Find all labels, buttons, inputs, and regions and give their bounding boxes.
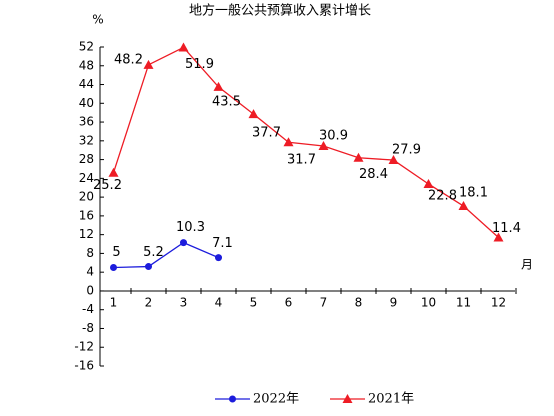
y-tick-label: 28	[79, 152, 94, 166]
y-tick-label: 44	[79, 77, 94, 91]
data-label: 7.1	[212, 236, 233, 251]
data-label: 10.3	[176, 220, 205, 235]
y-tick-label: -4	[82, 302, 94, 316]
y-tick-label: 0	[86, 283, 94, 297]
x-tick-label: 4	[215, 295, 223, 309]
data-label: 22.8	[428, 188, 457, 203]
x-tick-label: 3	[180, 295, 188, 309]
marker	[143, 59, 154, 69]
y-tick-label: -16	[74, 359, 94, 373]
marker	[342, 394, 353, 403]
data-label: 27.9	[392, 143, 421, 158]
marker	[108, 167, 119, 177]
data-label: 5	[112, 245, 120, 260]
marker	[458, 201, 469, 211]
y-tick-label: 20	[79, 190, 94, 204]
y-tick-label: -12	[74, 340, 94, 354]
marker	[283, 137, 294, 147]
x-tick-label: 10	[421, 295, 436, 309]
data-label: 28.4	[359, 167, 388, 182]
x-tick-label: 12	[491, 295, 506, 309]
x-tick-label: 7	[320, 295, 328, 309]
data-label: 11.4	[492, 221, 521, 236]
chart-title: 地方一般公共预算收入累计增长	[189, 3, 371, 19]
y-tick-label: 16	[79, 208, 94, 222]
y-tick-label: 4	[86, 265, 94, 279]
marker	[180, 239, 187, 247]
marker	[213, 81, 224, 91]
marker	[388, 155, 399, 165]
marker	[353, 152, 364, 162]
y-tick-label: 12	[79, 227, 94, 241]
x-axis-label: 月	[521, 258, 533, 272]
data-label: 31.7	[287, 153, 316, 168]
series-line	[113, 241, 219, 269]
y-tick-label: 40	[79, 96, 94, 110]
y-tick-label: 24	[79, 171, 94, 185]
marker	[423, 178, 434, 188]
data-label: 25.2	[93, 178, 122, 193]
y-tick-label: -8	[82, 321, 94, 335]
series-line	[112, 46, 499, 238]
data-label: 48.2	[114, 52, 143, 67]
y-tick-label: 8	[86, 246, 94, 260]
data-label: 18.1	[459, 186, 488, 201]
marker	[145, 263, 152, 271]
x-tick-label: 2	[145, 295, 153, 309]
data-label: 37.7	[252, 126, 281, 141]
y-tick-label: 36	[79, 115, 94, 129]
x-tick-label: 11	[456, 295, 471, 309]
x-tick-label: 8	[355, 295, 363, 309]
marker	[110, 263, 117, 271]
marker	[493, 232, 504, 242]
x-tick-label: 9	[390, 295, 398, 309]
y-tick-label: 48	[79, 58, 94, 72]
data-label: 43.5	[212, 94, 241, 109]
marker	[248, 109, 259, 119]
y-axis-label: %	[92, 13, 103, 27]
y-tick-label: 32	[79, 133, 94, 147]
y-tick-label: 52	[79, 40, 94, 54]
data-label: 51.9	[185, 57, 214, 72]
marker	[229, 395, 236, 403]
data-label: 30.9	[319, 128, 348, 143]
marker	[215, 254, 222, 262]
x-tick-label: 5	[250, 295, 258, 309]
data-label: 5.2	[143, 245, 164, 260]
marker	[178, 42, 189, 52]
legend-label: 2021年	[368, 392, 414, 407]
x-tick-label: 6	[285, 295, 293, 309]
legend-label: 2022年	[253, 392, 299, 407]
marker	[318, 140, 329, 150]
x-tick-label: 1	[110, 295, 118, 309]
